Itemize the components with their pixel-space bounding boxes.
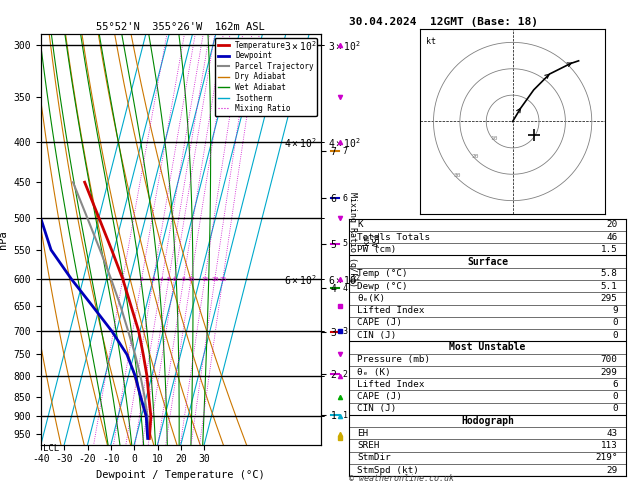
Text: CIN (J): CIN (J) xyxy=(357,331,397,340)
Text: 4: 4 xyxy=(160,277,164,282)
Text: Surface: Surface xyxy=(467,257,508,267)
Text: StmSpd (kt): StmSpd (kt) xyxy=(357,466,420,475)
Text: Temp (°C): Temp (°C) xyxy=(357,269,408,278)
Text: 2: 2 xyxy=(140,277,143,282)
Text: 0: 0 xyxy=(612,404,618,413)
Text: Lifted Index: Lifted Index xyxy=(357,380,425,389)
Legend: Temperature, Dewpoint, Parcel Trajectory, Dry Adiabat, Wet Adiabat, Isotherm, Mi: Temperature, Dewpoint, Parcel Trajectory… xyxy=(214,38,317,116)
Text: Pressure (mb): Pressure (mb) xyxy=(357,355,430,364)
Text: θₑ(K): θₑ(K) xyxy=(357,294,386,303)
Text: 6: 6 xyxy=(612,380,618,389)
Text: 1.5: 1.5 xyxy=(601,245,618,254)
Text: LCL: LCL xyxy=(43,444,59,453)
Text: 0: 0 xyxy=(612,331,618,340)
Text: 20: 20 xyxy=(606,220,618,229)
Text: 10: 10 xyxy=(187,277,195,282)
Text: 30: 30 xyxy=(454,173,461,178)
Text: 4: 4 xyxy=(343,284,348,293)
Y-axis label: hPa: hPa xyxy=(0,230,8,249)
Text: 8: 8 xyxy=(182,277,186,282)
Y-axis label: Mixing Ratio (g/kg): Mixing Ratio (g/kg) xyxy=(348,192,357,287)
Text: K: K xyxy=(357,220,363,229)
Text: 9: 9 xyxy=(612,306,618,315)
Text: Lifted Index: Lifted Index xyxy=(357,306,425,315)
Text: 15: 15 xyxy=(201,277,208,282)
Text: 3: 3 xyxy=(152,277,155,282)
Text: 299: 299 xyxy=(601,367,618,377)
Text: θₑ (K): θₑ (K) xyxy=(357,367,391,377)
Text: 20: 20 xyxy=(211,277,219,282)
Y-axis label: km
ASL: km ASL xyxy=(362,231,382,247)
Text: 700: 700 xyxy=(601,355,618,364)
Text: 2: 2 xyxy=(343,369,348,379)
Text: 5: 5 xyxy=(167,277,170,282)
Text: CAPE (J): CAPE (J) xyxy=(357,392,403,401)
Text: 1: 1 xyxy=(121,277,125,282)
Text: 0: 0 xyxy=(612,392,618,401)
Text: 25: 25 xyxy=(219,277,226,282)
Text: SREH: SREH xyxy=(357,441,380,450)
Text: kt: kt xyxy=(426,37,435,46)
Text: 10: 10 xyxy=(491,136,498,141)
Text: 6: 6 xyxy=(172,277,176,282)
Text: 295: 295 xyxy=(601,294,618,303)
Text: 5: 5 xyxy=(343,239,348,248)
Text: 6: 6 xyxy=(343,193,348,203)
Text: StmDir: StmDir xyxy=(357,453,391,462)
Text: 7: 7 xyxy=(343,147,348,156)
Text: 219°: 219° xyxy=(595,453,618,462)
Text: EH: EH xyxy=(357,429,369,438)
Text: 5.8: 5.8 xyxy=(601,269,618,278)
Text: 46: 46 xyxy=(606,233,618,242)
Text: PW (cm): PW (cm) xyxy=(357,245,397,254)
Text: Most Unstable: Most Unstable xyxy=(449,343,526,352)
Text: 43: 43 xyxy=(606,429,618,438)
Text: 29: 29 xyxy=(606,466,618,475)
Text: Hodograph: Hodograph xyxy=(461,416,514,426)
Text: 3: 3 xyxy=(343,327,348,336)
Text: Dewp (°C): Dewp (°C) xyxy=(357,282,408,291)
Text: 113: 113 xyxy=(601,441,618,450)
Text: 0: 0 xyxy=(612,318,618,328)
Text: Totals Totals: Totals Totals xyxy=(357,233,430,242)
X-axis label: Dewpoint / Temperature (°C): Dewpoint / Temperature (°C) xyxy=(96,470,265,480)
Title: 55°52'N  355°26'W  162m ASL: 55°52'N 355°26'W 162m ASL xyxy=(96,22,265,32)
Text: © weatheronline.co.uk: © weatheronline.co.uk xyxy=(349,474,454,483)
Text: 1: 1 xyxy=(343,411,348,420)
Text: CIN (J): CIN (J) xyxy=(357,404,397,413)
Text: 30.04.2024  12GMT (Base: 18): 30.04.2024 12GMT (Base: 18) xyxy=(349,17,538,27)
Text: CAPE (J): CAPE (J) xyxy=(357,318,403,328)
Text: 5.1: 5.1 xyxy=(601,282,618,291)
Text: 20: 20 xyxy=(472,155,479,159)
